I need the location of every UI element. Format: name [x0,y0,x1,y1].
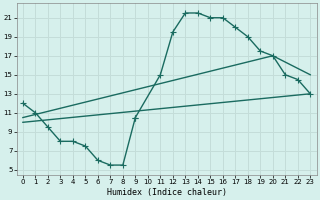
X-axis label: Humidex (Indice chaleur): Humidex (Indice chaleur) [107,188,227,197]
